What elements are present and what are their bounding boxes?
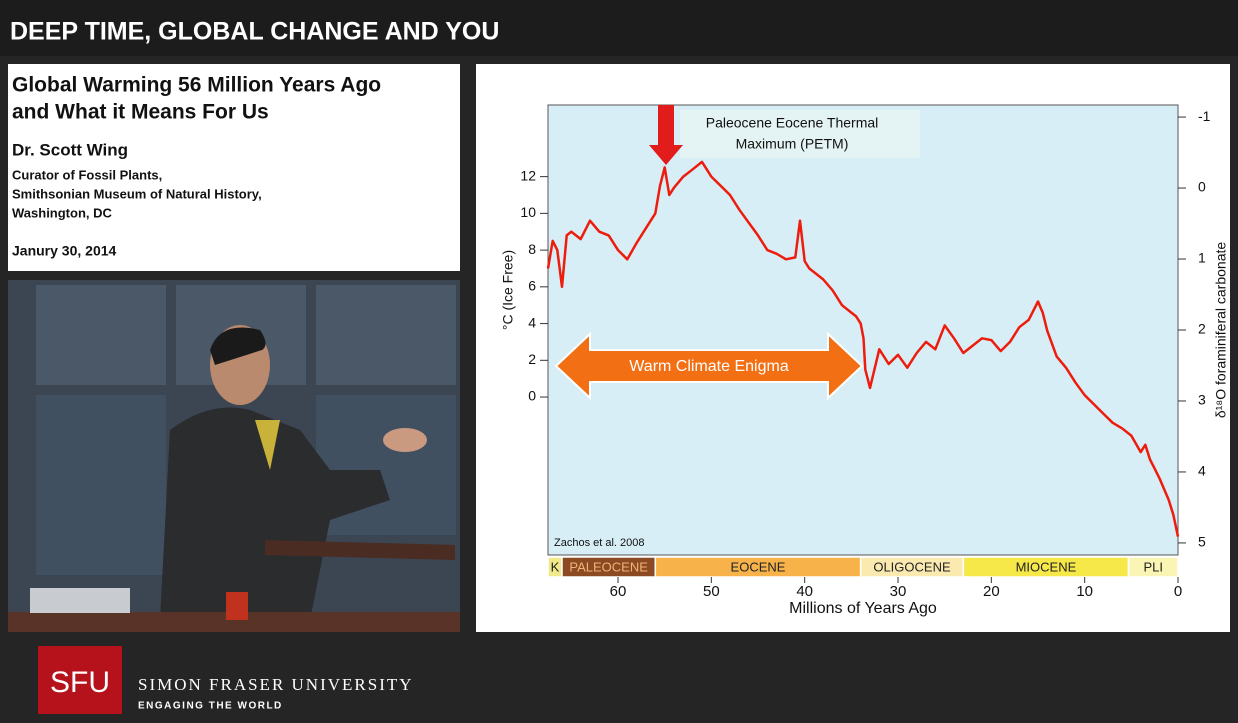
speaker: Dr. Scott Wing [12, 140, 128, 159]
y2-tick-label: 0 [1198, 179, 1206, 195]
x-tick-label: 60 [610, 583, 627, 600]
affiliation: Smithsonian Museum of Natural History, [12, 186, 262, 201]
x-tick-label: 0 [1174, 583, 1182, 600]
y2-tick-label: 3 [1198, 392, 1206, 408]
affiliation: Washington, DC [12, 205, 113, 220]
x-tick-label: 20 [983, 583, 1000, 600]
epoch-label: K [551, 559, 560, 574]
date: Janury 30, 2014 [12, 243, 117, 259]
y-tick-label: 10 [520, 204, 536, 220]
laptop [30, 588, 130, 613]
epoch-label: PALEOCENE [569, 559, 648, 574]
x-tick-label: 10 [1076, 583, 1093, 600]
wall-panel [36, 285, 166, 385]
university-name: SIMON FRASER UNIVERSITY [138, 675, 414, 694]
y-tick-label: 12 [520, 167, 536, 183]
petm-label: Maximum (PETM) [736, 136, 849, 152]
x-tick-label: 50 [703, 583, 720, 600]
video [8, 280, 460, 632]
wall-panel [316, 285, 456, 385]
tagline: ENGAGING THE WORLD [138, 701, 283, 712]
screen: DEEP TIME, GLOBAL CHANGE AND YOU Global … [0, 0, 1238, 723]
petm-label: Paleocene Eocene Thermal [706, 115, 879, 131]
source-label: Zachos et al. 2008 [554, 537, 645, 549]
x-axis-title: Millions of Years Ago [789, 600, 937, 617]
y2-axis-title: δ¹⁸O foraminiferal carbonate [1213, 242, 1229, 419]
y-tick-label: 6 [528, 278, 536, 294]
logo-text: SFU [50, 666, 110, 699]
x-tick-label: 40 [796, 583, 813, 600]
y2-tick-label: 1 [1198, 250, 1206, 266]
talk-title: Global Warming 56 Million Years Ago [12, 74, 381, 97]
speaker-hand [383, 428, 427, 452]
x-tick-label: 30 [890, 583, 907, 600]
talk-title: and What it Means For Us [12, 101, 269, 124]
y2-tick-label: 4 [1198, 463, 1206, 479]
y2-tick-label: 2 [1198, 321, 1206, 337]
y2-tick-label: 5 [1198, 534, 1206, 550]
epoch-label: EOCENE [731, 559, 786, 574]
epoch-label: MIOCENE [1016, 559, 1077, 574]
enigma-label: Warm Climate Enigma [629, 358, 789, 375]
y-tick-label: 2 [528, 351, 536, 367]
epoch-label: OLIGOCENE [873, 559, 951, 574]
header-title: DEEP TIME, GLOBAL CHANGE AND YOU [10, 18, 499, 46]
affiliation: Curator of Fossil Plants, [12, 167, 162, 182]
epoch-label: PLI [1144, 559, 1164, 574]
y2-tick-label: -1 [1198, 108, 1211, 124]
cup [226, 592, 248, 620]
y-tick-label: 0 [528, 388, 536, 404]
y-tick-label: 4 [528, 314, 536, 330]
y-axis-title: °C (Ice Free) [500, 250, 516, 330]
wall-panel [36, 395, 166, 575]
y-tick-label: 8 [528, 241, 536, 257]
